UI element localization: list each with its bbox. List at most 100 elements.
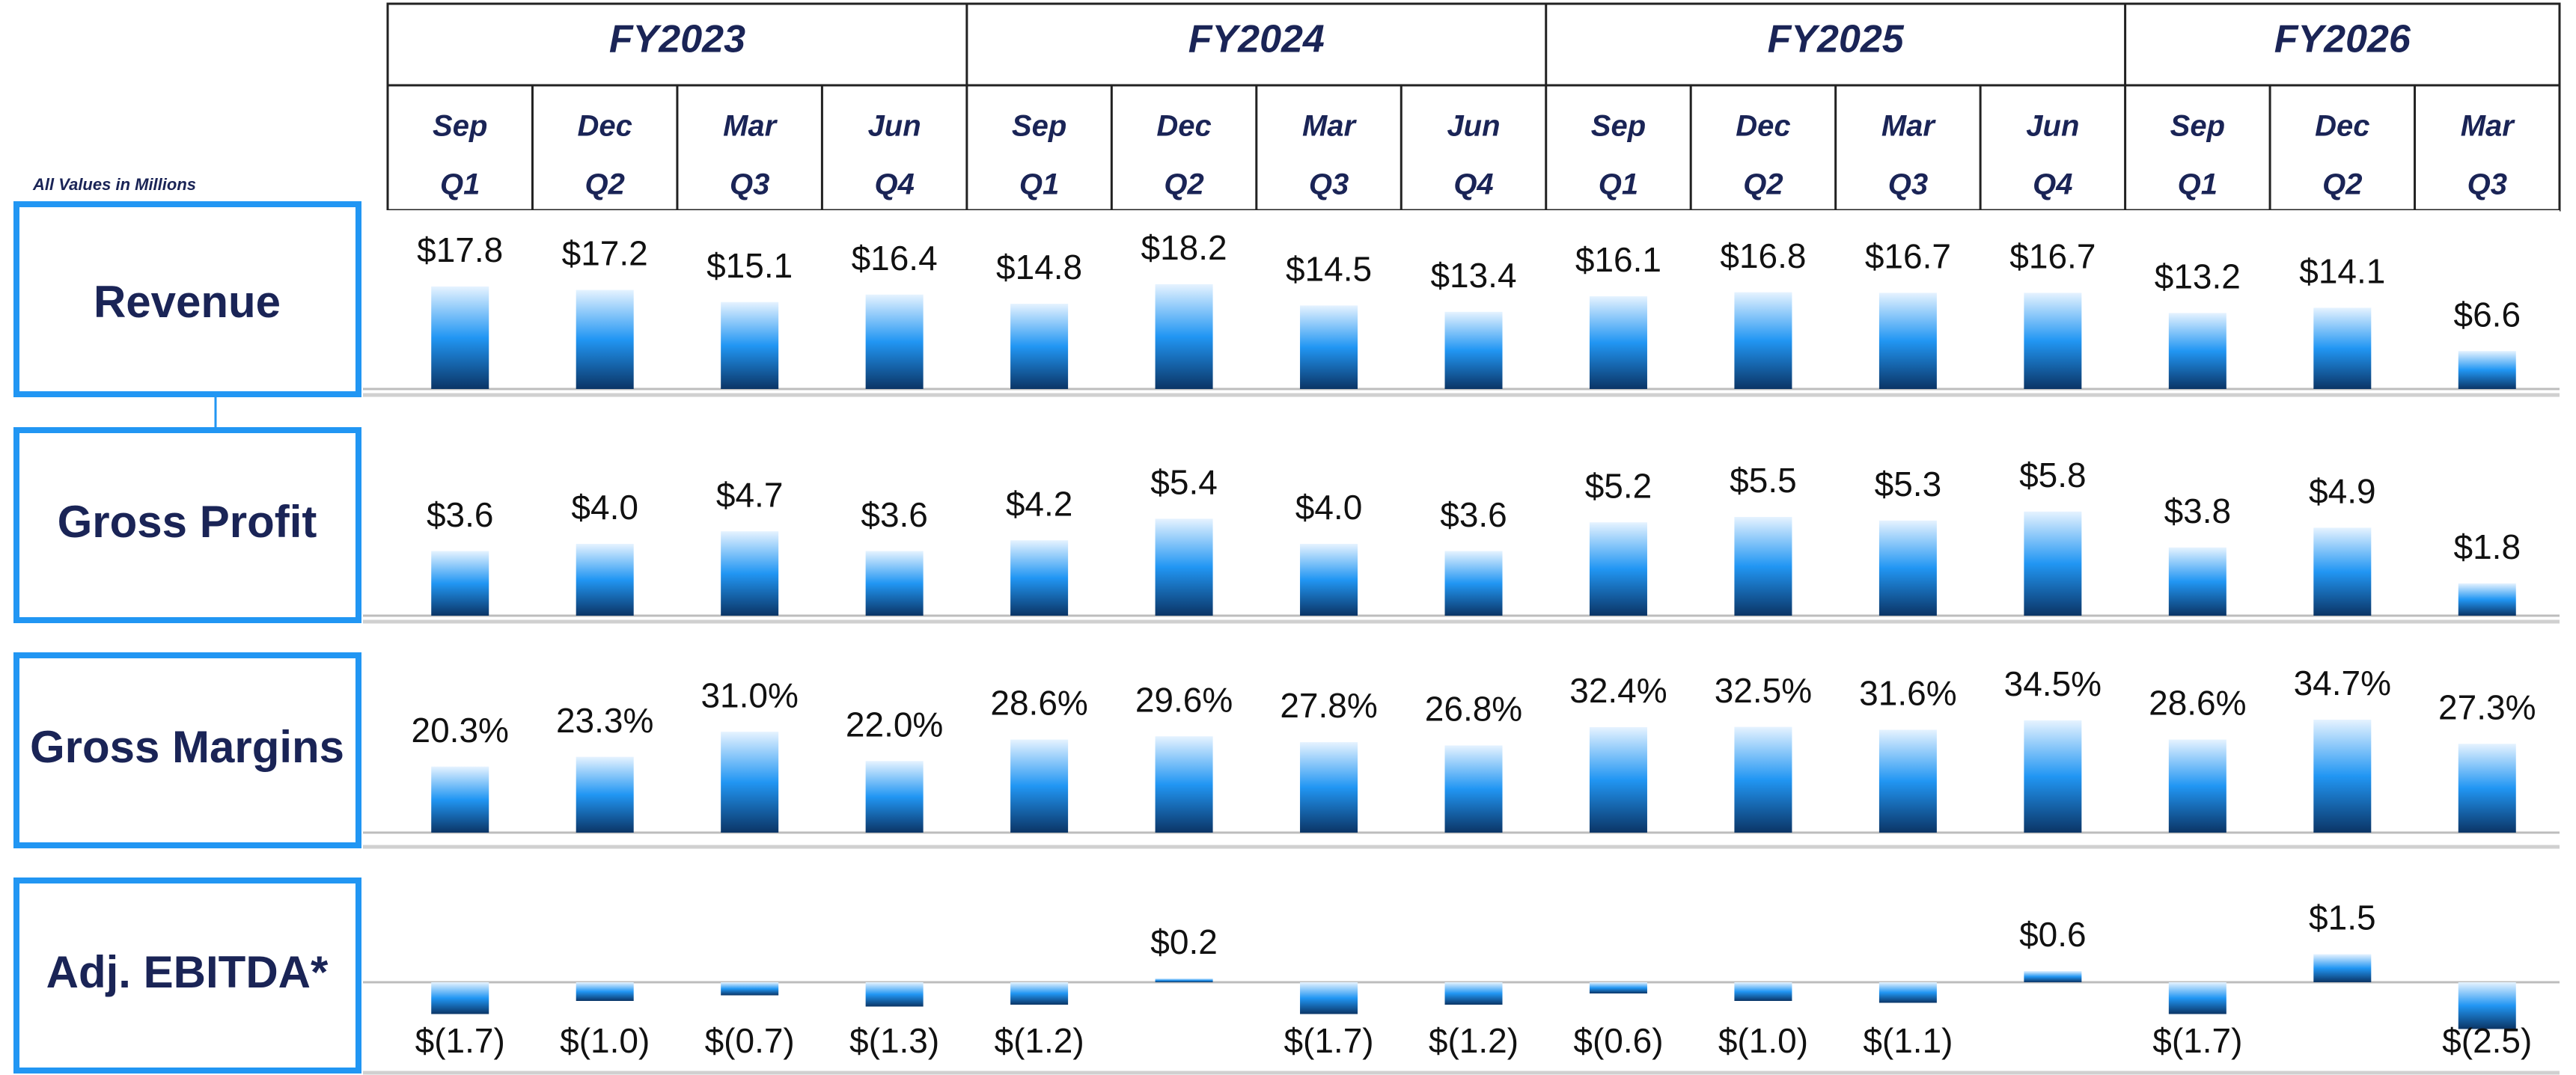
- bar: [2458, 351, 2516, 389]
- bar: [721, 732, 779, 833]
- value-label: $0.2: [1150, 922, 1218, 961]
- quarter-label: Q4: [1453, 168, 1493, 201]
- bar: [2458, 744, 2516, 833]
- value-label: $(0.6): [1573, 1021, 1663, 1060]
- value-label: 32.5%: [1715, 671, 1812, 710]
- bar: [865, 551, 924, 616]
- bar: [431, 551, 489, 616]
- bar: [1878, 982, 1937, 1003]
- value-label: $4.9: [2309, 472, 2376, 511]
- quarter-label: Q2: [585, 168, 625, 201]
- bar: [1300, 982, 1358, 1014]
- bar: [1300, 544, 1358, 616]
- year-label: FY2025: [1768, 18, 1905, 61]
- bar: [1155, 978, 1213, 982]
- value-label: $4.0: [571, 488, 638, 527]
- bar: [2458, 583, 2516, 616]
- value-label: 34.7%: [2294, 664, 2391, 702]
- quarter-label: Q1: [440, 168, 480, 201]
- value-label: $4.7: [716, 475, 784, 514]
- value-label: $(1.0): [560, 1021, 650, 1060]
- value-label: $5.2: [1585, 466, 1652, 505]
- value-label: $16.7: [1865, 237, 1951, 276]
- bar: [721, 531, 779, 616]
- quarter-label: Q1: [2178, 168, 2218, 201]
- bar: [1589, 522, 1647, 616]
- value-label: $3.6: [1440, 495, 1507, 534]
- value-label: $(1.7): [415, 1021, 505, 1060]
- bar: [1444, 311, 1503, 389]
- value-label: $6.6: [2454, 295, 2521, 334]
- units-note: All Values in Millions: [32, 175, 196, 194]
- value-label: $(1.0): [1718, 1021, 1808, 1060]
- value-label: 23.3%: [556, 701, 653, 740]
- bar: [1589, 296, 1647, 389]
- month-label: Mar: [2461, 110, 2516, 143]
- bar: [2313, 307, 2372, 389]
- bar: [431, 766, 489, 833]
- row-label: Gross Profit: [58, 497, 317, 547]
- month-label: Mar: [1881, 110, 1937, 143]
- year-label: FY2024: [1188, 18, 1325, 61]
- bar: [1734, 982, 1792, 1001]
- bar: [1155, 736, 1213, 833]
- bar: [2168, 547, 2226, 616]
- bar: [2168, 982, 2226, 1014]
- value-label: $5.5: [1730, 461, 1797, 500]
- bar: [576, 544, 634, 616]
- value-label: 26.8%: [1425, 690, 1522, 729]
- bar: [431, 286, 489, 389]
- bar: [865, 982, 924, 1007]
- bar: [2024, 293, 2082, 389]
- bar: [1010, 304, 1069, 389]
- month-label: Mar: [723, 110, 778, 143]
- quarter-label: Q3: [1888, 168, 1928, 201]
- row-panel: [363, 880, 2560, 1072]
- bar: [1589, 982, 1647, 993]
- month-label: Mar: [1302, 110, 1358, 143]
- value-label: 32.4%: [1569, 671, 1667, 710]
- bar: [576, 982, 634, 1001]
- value-label: $(2.5): [2442, 1021, 2532, 1060]
- value-label: 20.3%: [412, 711, 509, 750]
- value-label: $(0.7): [705, 1021, 795, 1060]
- bar: [2458, 982, 2516, 1029]
- bar: [2024, 720, 2082, 833]
- year-label: FY2026: [2274, 18, 2411, 61]
- bar: [1878, 293, 1937, 389]
- month-label: Sep: [1591, 110, 1646, 143]
- quarter-label: Q2: [2322, 168, 2362, 201]
- value-label: $18.2: [1141, 228, 1227, 267]
- bar: [2024, 971, 2082, 982]
- value-label: $5.8: [2019, 456, 2087, 494]
- quarter-label: Q4: [874, 168, 914, 201]
- month-label: Jun: [1447, 110, 1500, 143]
- bar: [431, 982, 489, 1014]
- bar: [1734, 517, 1792, 616]
- bar: [2313, 954, 2372, 982]
- month-label: Dec: [1156, 110, 1211, 143]
- quarter-label: Q1: [1599, 168, 1638, 201]
- bar: [1010, 982, 1069, 1005]
- value-label: 31.6%: [1859, 674, 1956, 713]
- value-label: 29.6%: [1135, 680, 1233, 719]
- value-label: $(1.7): [1284, 1021, 1373, 1060]
- bar: [1734, 726, 1792, 833]
- quarter-label: Q2: [1164, 168, 1203, 201]
- quarter-label: Q3: [2467, 168, 2507, 201]
- quarter-label: Q4: [2033, 168, 2072, 201]
- month-label: Sep: [2170, 110, 2225, 143]
- month-label: Jun: [2026, 110, 2079, 143]
- value-label: 27.3%: [2438, 687, 2536, 726]
- month-label: Sep: [433, 110, 487, 143]
- value-label: 27.8%: [1280, 686, 1377, 725]
- bar: [2168, 313, 2226, 389]
- value-label: $(1.3): [849, 1021, 939, 1060]
- bar: [1444, 982, 1503, 1005]
- value-label: $1.8: [2454, 527, 2521, 566]
- value-label: $14.8: [996, 248, 1082, 287]
- bar: [2168, 739, 2226, 833]
- quarter-label: Q3: [730, 168, 769, 201]
- value-label: 28.6%: [2149, 684, 2246, 723]
- row-label: Gross Margins: [30, 722, 344, 772]
